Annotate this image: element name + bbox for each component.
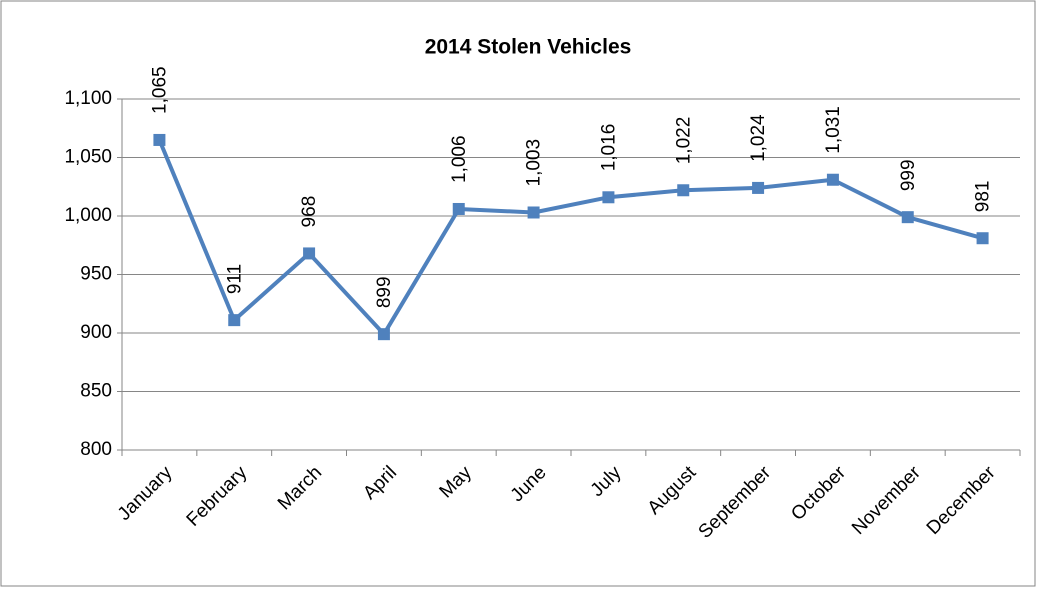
y-tick-label: 800 bbox=[80, 439, 112, 460]
data-label: 981 bbox=[973, 181, 994, 213]
chart-title: 2014 Stolen Vehicles bbox=[425, 36, 632, 59]
y-tick-label: 850 bbox=[80, 381, 112, 402]
data-label: 1,006 bbox=[449, 135, 470, 183]
data-label: 1,024 bbox=[748, 114, 769, 162]
marker bbox=[826, 173, 839, 186]
data-label: 999 bbox=[898, 159, 919, 191]
marker bbox=[452, 202, 465, 215]
data-label: 1,003 bbox=[524, 139, 545, 187]
y-tick-label: 1,050 bbox=[64, 147, 112, 168]
series-line bbox=[157, 139, 984, 337]
marker bbox=[303, 247, 316, 260]
data-label: 1,031 bbox=[823, 106, 844, 154]
marker bbox=[228, 314, 241, 327]
y-tick-label: 950 bbox=[80, 264, 112, 285]
marker bbox=[976, 232, 989, 245]
data-label: 1,022 bbox=[673, 117, 694, 165]
marker bbox=[153, 133, 166, 146]
marker bbox=[377, 328, 390, 341]
marker bbox=[677, 184, 690, 197]
marker bbox=[752, 181, 765, 194]
data-label: 1,065 bbox=[149, 66, 170, 114]
marker bbox=[901, 211, 914, 224]
data-label: 899 bbox=[374, 276, 395, 308]
y-tick-label: 900 bbox=[80, 322, 112, 343]
y-tick-label: 1,100 bbox=[64, 88, 112, 109]
marker bbox=[527, 206, 540, 219]
marker bbox=[602, 191, 615, 204]
data-label: 911 bbox=[224, 264, 245, 294]
data-label: 1,016 bbox=[598, 124, 619, 172]
data-label: 968 bbox=[299, 196, 320, 228]
y-tick-label: 1,000 bbox=[64, 205, 112, 226]
